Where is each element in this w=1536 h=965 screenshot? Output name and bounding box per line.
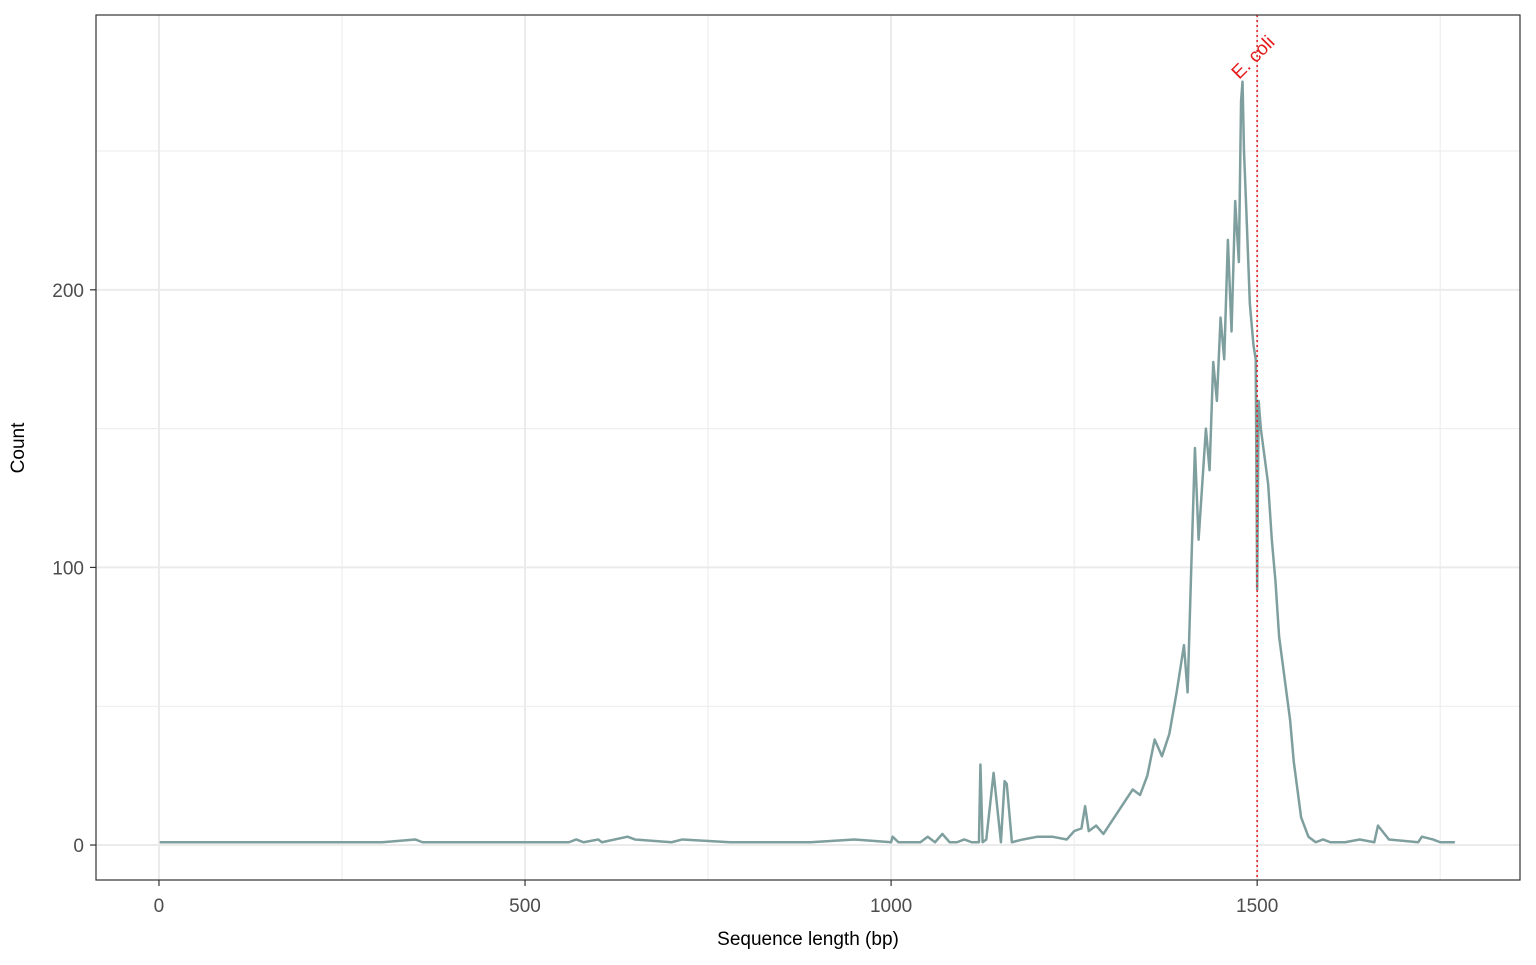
y-tick-label: 200 [52,281,84,302]
y-tick-label: 100 [52,558,84,579]
x-tick-label: 1000 [870,896,912,917]
reference-label: E. coli [1228,32,1279,83]
y-axis-title: Count [8,422,29,473]
x-tick-label: 1500 [1236,896,1278,917]
x-tick-label: 500 [509,896,541,917]
y-tick-label: 0 [73,836,84,857]
x-tick-label: 0 [154,896,165,917]
plot-border [95,14,1521,881]
data-line [159,80,1455,844]
x-axis-title: Sequence length (bp) [717,929,899,950]
